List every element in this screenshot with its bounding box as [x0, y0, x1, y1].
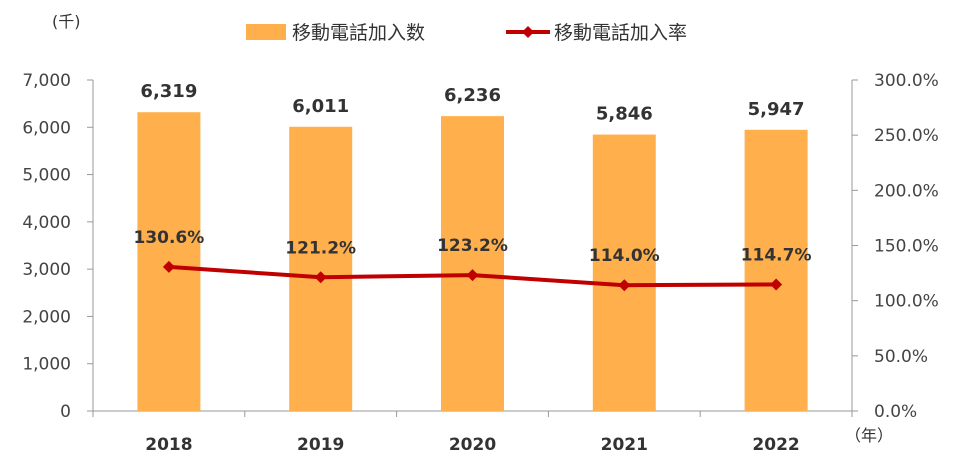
- legend: 移動電話加入数 移動電話加入率: [246, 22, 687, 44]
- line-value-label: 121.2%: [285, 238, 356, 258]
- left-tick-label: 5,000: [22, 166, 71, 186]
- left-tick-label: 2,000: [22, 307, 71, 327]
- line-series: [162, 260, 783, 292]
- line-point: [770, 278, 783, 291]
- x-tick-label: 2018: [145, 435, 192, 455]
- left-tick-label: 7,000: [22, 71, 71, 91]
- bar-value-label: 5,846: [596, 104, 653, 125]
- legend-bar-label: 移動電話加入数: [292, 22, 425, 44]
- left-axis-unit: (千): [52, 12, 81, 31]
- left-tick-label: 1,000: [22, 355, 71, 375]
- x-tick-label: 2022: [752, 435, 799, 455]
- legend-line-label: 移動電話加入率: [554, 22, 687, 44]
- left-tick-label: 3,000: [22, 260, 71, 280]
- left-tick-label: 4,000: [22, 213, 71, 233]
- line-point: [466, 269, 479, 282]
- legend-line-marker: [522, 26, 534, 38]
- bars: [137, 112, 808, 412]
- right-tick-label: 250.0%: [874, 126, 939, 146]
- line-value-label: 114.0%: [589, 246, 660, 266]
- bar-value-label: 5,947: [748, 99, 805, 120]
- x-axis-unit: （年）: [845, 426, 893, 445]
- line-point: [314, 271, 327, 284]
- line-point: [618, 279, 631, 292]
- legend-bar-swatch: [246, 24, 286, 40]
- bar-value-label: 6,011: [292, 96, 349, 117]
- right-tick-label: 150.0%: [874, 237, 939, 257]
- data-labels: 6,319 6,011 6,236 5,846 5,947 130.6% 121.2% 123…: [133, 81, 811, 266]
- right-tick-label: 300.0%: [874, 71, 939, 91]
- line-point: [162, 260, 175, 273]
- axes: 0 1,000 2,000 3,000 4,000 5,000 6,000 7,000 0.0%…: [22, 12, 939, 455]
- right-tick-label: 0.0%: [874, 402, 917, 422]
- line-value-label: 114.7%: [741, 245, 812, 265]
- bar: [744, 129, 808, 411]
- bar-value-label: 6,319: [140, 81, 197, 102]
- bar: [592, 134, 656, 411]
- line-value-label: 130.6%: [133, 228, 204, 248]
- right-tick-label: 50.0%: [874, 347, 928, 367]
- x-tick-label: 2021: [601, 435, 648, 455]
- left-tick-label: 0: [60, 402, 71, 422]
- bar: [441, 116, 504, 412]
- bar-value-label: 6,236: [444, 85, 501, 106]
- x-tick-label: 2019: [297, 435, 344, 455]
- right-tick-label: 200.0%: [874, 181, 939, 201]
- bar: [289, 126, 353, 412]
- right-tick-label: 100.0%: [874, 292, 939, 312]
- line-value-label: 123.2%: [437, 236, 508, 256]
- x-tick-label: 2020: [449, 435, 496, 455]
- left-tick-label: 6,000: [22, 118, 71, 138]
